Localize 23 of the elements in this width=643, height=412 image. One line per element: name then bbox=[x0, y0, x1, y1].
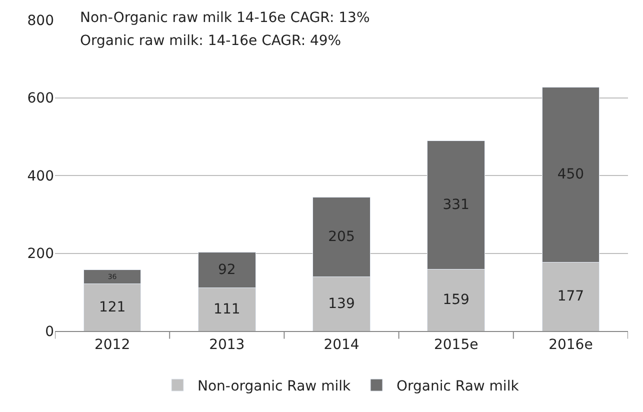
x-tick-label: 2016e bbox=[548, 336, 593, 353]
y-tick-label: 600 bbox=[27, 90, 54, 107]
data-label: 92 bbox=[218, 262, 236, 278]
annotation: Non-Organic raw milk 14-16e CAGR: 13% bbox=[80, 10, 370, 26]
x-tick-label: 2015e bbox=[434, 336, 478, 353]
y-tick-label: 400 bbox=[27, 168, 54, 184]
x-tick-label: 2014 bbox=[324, 336, 360, 353]
data-label: 121 bbox=[98, 299, 126, 316]
legend-label: Organic Raw milk bbox=[396, 378, 520, 394]
data-label: 177 bbox=[557, 288, 584, 305]
data-label: 139 bbox=[328, 296, 355, 312]
annotation: Organic raw milk: 14-16e CAGR: 49% bbox=[80, 33, 342, 49]
data-label: 450 bbox=[557, 166, 584, 183]
data-label: 111 bbox=[214, 301, 240, 318]
x-tick-label: 2012 bbox=[94, 336, 130, 353]
y-tick-label: 200 bbox=[27, 246, 54, 262]
data-label: 205 bbox=[328, 229, 355, 246]
y-tick-label: 800 bbox=[27, 12, 54, 29]
x-tick-label: 2013 bbox=[209, 336, 245, 353]
data-label: 159 bbox=[442, 292, 470, 308]
y-tick-label: 0 bbox=[45, 324, 54, 340]
data-label: 331 bbox=[442, 196, 470, 213]
legend-label: Non-organic Raw milk bbox=[198, 378, 352, 394]
